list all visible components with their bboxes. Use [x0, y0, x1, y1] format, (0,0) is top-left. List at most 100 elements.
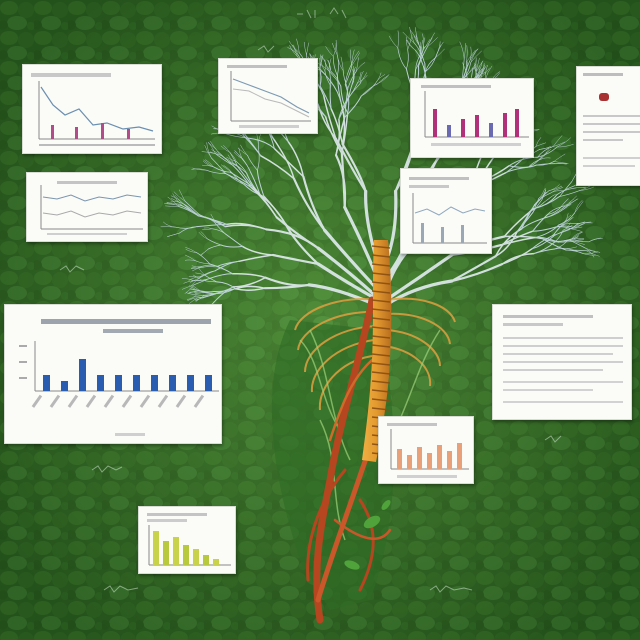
branch-stroke [234, 287, 266, 291]
branch-stroke [232, 164, 252, 188]
branch-stroke [538, 188, 545, 199]
branch-stroke [570, 226, 583, 230]
branch-stroke [478, 65, 480, 78]
branch-stroke [558, 212, 575, 226]
branch-stroke [569, 239, 586, 249]
branch-stroke [347, 71, 357, 89]
card-mid-left [26, 172, 148, 242]
bar [97, 375, 104, 391]
branch-stroke [216, 281, 237, 290]
branch-stroke [357, 71, 362, 83]
branch-stroke [220, 164, 233, 173]
branch-stroke [170, 195, 184, 205]
branch-stroke [544, 194, 554, 203]
branch-stroke [578, 222, 593, 224]
branch-stroke [275, 216, 320, 250]
branch-stroke [225, 133, 247, 139]
branch-stroke [567, 236, 579, 241]
branch-stroke [210, 213, 216, 224]
branch-stroke [175, 226, 198, 229]
branch-stroke [192, 266, 203, 272]
vertebra [371, 317, 391, 321]
branch-stroke [494, 230, 519, 257]
branch-stroke [541, 189, 546, 201]
branch-stroke [503, 235, 543, 240]
branch-stroke [384, 253, 454, 302]
branch-stroke [183, 280, 195, 284]
branch-stroke [227, 154, 234, 164]
bar [187, 375, 194, 391]
branch-stroke [415, 52, 422, 70]
branch-stroke [199, 248, 209, 256]
branch-stroke [221, 155, 238, 167]
branch-stroke [190, 267, 203, 269]
branch-stroke [191, 168, 207, 171]
branch-stroke [351, 49, 355, 64]
branch-stroke [462, 62, 467, 73]
branch-stroke [198, 290, 215, 293]
branch-stroke [407, 35, 413, 50]
vertebra [371, 245, 391, 249]
vertebra [371, 353, 391, 357]
branch-stroke [260, 155, 295, 180]
branch-stroke [237, 147, 248, 156]
branch-stroke [450, 263, 504, 283]
bar [169, 375, 176, 391]
branch-stroke [212, 286, 235, 295]
branch-stroke [355, 57, 359, 72]
branch-stroke [547, 206, 568, 218]
vertebra [371, 299, 391, 303]
branch-stroke [423, 37, 433, 49]
branch-stroke [181, 204, 200, 216]
branch-stroke [556, 187, 575, 196]
branch-stroke [271, 253, 320, 265]
branch-stroke [409, 26, 415, 43]
branch-stroke [571, 232, 583, 239]
branch-stroke [422, 33, 425, 49]
branch-stroke [344, 64, 353, 85]
branch-stroke [184, 284, 195, 294]
branch-stroke [264, 276, 311, 287]
branch-stroke [552, 141, 565, 147]
branch-stroke [572, 238, 585, 240]
branch-stroke [198, 232, 208, 240]
branch-stroke [550, 187, 564, 194]
vertebra [371, 254, 391, 258]
branch-stroke [237, 165, 254, 188]
branch-stroke [560, 198, 569, 208]
branch-stroke [334, 154, 347, 209]
mini-bar-chart [147, 513, 231, 566]
branch-stroke [194, 260, 211, 265]
branch-stroke [172, 193, 182, 206]
mini-bar-chart [421, 85, 529, 146]
branch-stroke [573, 186, 587, 189]
branch-stroke [184, 254, 196, 261]
branch-stroke [203, 227, 213, 230]
branch-stroke [579, 186, 595, 191]
branch-stroke [178, 189, 186, 202]
branch-stroke [562, 222, 571, 231]
bar-chart [19, 319, 219, 436]
vertebra [371, 380, 391, 384]
vertebra [371, 281, 391, 285]
tick-label-placeholder [193, 394, 205, 408]
vertebra [371, 326, 391, 330]
mini-line-chart [40, 181, 143, 235]
branch-stroke [418, 47, 425, 67]
branch-stroke [186, 294, 198, 300]
branch-stroke [235, 161, 248, 174]
branch-stroke [552, 135, 563, 147]
branch-stroke [555, 226, 572, 230]
branch-stroke [192, 274, 202, 281]
mini-text-panel [583, 73, 640, 167]
vertebra [371, 263, 391, 267]
branch-stroke [574, 201, 584, 214]
branch-stroke [574, 200, 583, 214]
branch-stroke [324, 70, 331, 86]
spine-trunk [362, 240, 392, 462]
tick-label-placeholder [31, 394, 43, 408]
branch-stroke [553, 161, 568, 164]
branch-stroke [220, 145, 231, 153]
branch-stroke [212, 228, 226, 235]
